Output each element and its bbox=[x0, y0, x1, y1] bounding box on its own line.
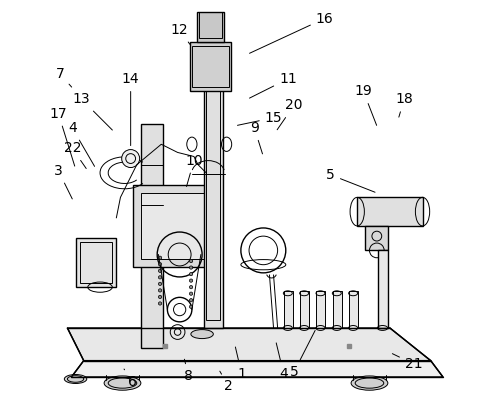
Text: 14: 14 bbox=[122, 72, 139, 145]
Bar bbox=[192, 46, 229, 87]
Bar bbox=[316, 291, 326, 328]
Bar bbox=[377, 250, 388, 328]
Bar bbox=[141, 124, 164, 349]
Text: 8: 8 bbox=[184, 359, 193, 383]
Text: 13: 13 bbox=[73, 92, 112, 130]
Bar bbox=[190, 42, 231, 91]
Text: 1: 1 bbox=[235, 347, 246, 381]
Text: 18: 18 bbox=[395, 92, 413, 117]
Ellipse shape bbox=[64, 374, 87, 383]
Circle shape bbox=[159, 263, 162, 266]
Ellipse shape bbox=[104, 376, 141, 390]
Circle shape bbox=[122, 150, 140, 168]
Text: 22: 22 bbox=[64, 141, 86, 169]
Bar bbox=[133, 185, 214, 267]
Circle shape bbox=[159, 256, 162, 259]
Bar bbox=[206, 91, 220, 320]
Circle shape bbox=[189, 272, 193, 276]
Circle shape bbox=[189, 279, 193, 282]
Text: 17: 17 bbox=[49, 106, 75, 166]
Bar bbox=[197, 12, 224, 42]
Text: 19: 19 bbox=[355, 84, 376, 125]
Text: 11: 11 bbox=[249, 72, 297, 98]
Bar bbox=[349, 291, 358, 328]
Ellipse shape bbox=[351, 376, 388, 390]
Polygon shape bbox=[67, 328, 431, 360]
Bar bbox=[300, 291, 309, 328]
Text: 2: 2 bbox=[220, 371, 233, 393]
Text: 16: 16 bbox=[249, 12, 333, 53]
Circle shape bbox=[159, 282, 162, 286]
Bar bbox=[80, 242, 112, 283]
Bar bbox=[141, 193, 206, 259]
Circle shape bbox=[189, 292, 193, 296]
Circle shape bbox=[159, 269, 162, 272]
Text: 20: 20 bbox=[277, 99, 303, 130]
Circle shape bbox=[159, 296, 162, 298]
Circle shape bbox=[159, 302, 162, 305]
Text: 12: 12 bbox=[171, 23, 190, 44]
Text: 6: 6 bbox=[124, 369, 137, 389]
Bar bbox=[357, 197, 422, 226]
Circle shape bbox=[159, 289, 162, 292]
Circle shape bbox=[189, 305, 193, 308]
Text: 4: 4 bbox=[68, 121, 94, 166]
Text: 10: 10 bbox=[185, 154, 203, 187]
Circle shape bbox=[189, 286, 193, 289]
Bar bbox=[204, 83, 222, 328]
Bar bbox=[333, 291, 342, 328]
Text: 5: 5 bbox=[289, 330, 315, 379]
Text: 9: 9 bbox=[250, 121, 262, 154]
Bar bbox=[366, 226, 388, 250]
Circle shape bbox=[159, 276, 162, 279]
Circle shape bbox=[189, 266, 193, 269]
Polygon shape bbox=[72, 360, 443, 377]
Text: 21: 21 bbox=[392, 354, 422, 371]
Text: 15: 15 bbox=[238, 111, 283, 125]
Bar bbox=[76, 238, 117, 287]
Text: 4: 4 bbox=[276, 343, 288, 381]
Text: 7: 7 bbox=[56, 67, 72, 87]
Circle shape bbox=[189, 259, 193, 263]
Bar bbox=[199, 12, 222, 38]
Text: 3: 3 bbox=[54, 164, 72, 199]
Bar bbox=[284, 291, 293, 328]
Ellipse shape bbox=[191, 330, 213, 339]
Text: 5: 5 bbox=[327, 168, 375, 192]
Circle shape bbox=[189, 298, 193, 302]
